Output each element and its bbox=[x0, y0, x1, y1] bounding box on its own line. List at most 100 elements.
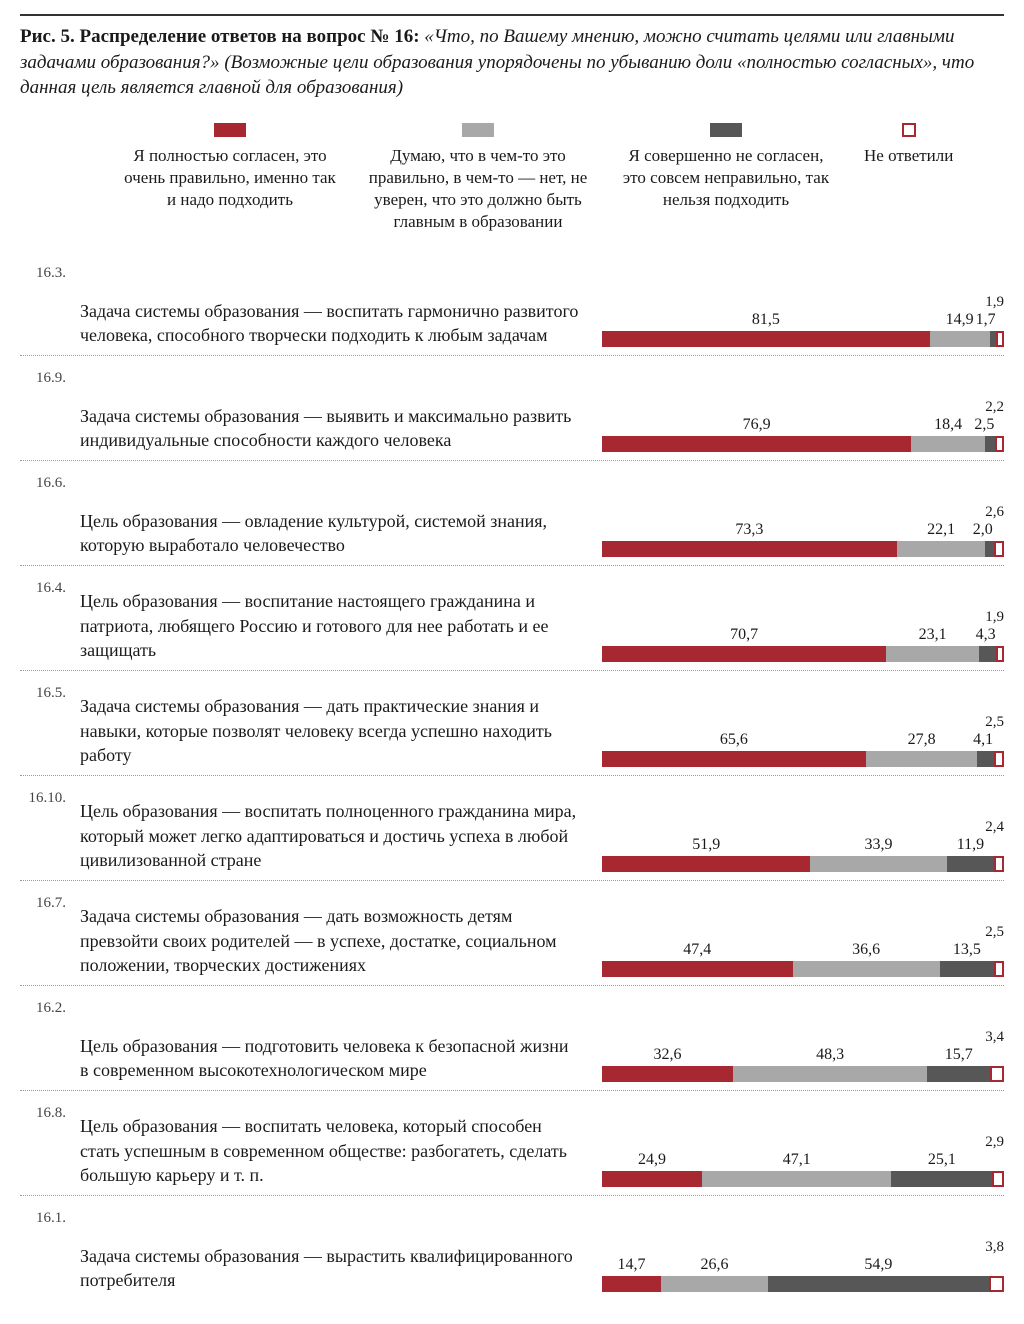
bar-segment-agree bbox=[602, 856, 810, 872]
bar-values: 73,3 22,1 2,0 bbox=[602, 521, 1004, 541]
value-partial: 14,9 bbox=[946, 311, 974, 329]
value-agree: 14,7 bbox=[618, 1256, 646, 1274]
bar-segment-agree bbox=[602, 961, 793, 977]
value-disagree: 2,5 bbox=[974, 416, 994, 434]
bar-values: 81,5 14,9 1,7 bbox=[602, 311, 1004, 331]
chart-row: 16.6. Цель образования — овладение культ… bbox=[20, 460, 1004, 565]
bar-wrapper: 2,5 65,6 27,8 4,1 bbox=[602, 711, 1004, 767]
stacked-bar bbox=[602, 1066, 1004, 1082]
chart-row: 16.5. Задача системы образования — дать … bbox=[20, 670, 1004, 775]
row-label: Задача системы образования — дать практи… bbox=[80, 694, 588, 767]
value-partial: 47,1 bbox=[783, 1151, 811, 1169]
value-agree: 47,4 bbox=[683, 941, 711, 959]
row-index: 16.9. bbox=[20, 366, 66, 387]
bar-values: 47,4 36,6 13,5 bbox=[602, 941, 1004, 961]
value-agree: 65,6 bbox=[720, 731, 748, 749]
bar-wrapper: 2,9 24,9 47,1 25,1 bbox=[602, 1131, 1004, 1187]
stacked-bar bbox=[602, 436, 1004, 452]
bar-segment-blank bbox=[996, 646, 1004, 662]
value-blank-line: 2,5 bbox=[602, 921, 1004, 941]
value-partial: 36,6 bbox=[852, 941, 880, 959]
value-blank: 1,9 bbox=[985, 609, 1004, 626]
bar-segment-agree bbox=[602, 541, 897, 557]
bar-segment-agree bbox=[602, 646, 886, 662]
stacked-bar bbox=[602, 646, 1004, 662]
value-blank-line: 2,9 bbox=[602, 1131, 1004, 1151]
row-index: 16.10. bbox=[20, 786, 66, 807]
legend-disagree-label: Я совершенно не согласен, это совсем неп… bbox=[616, 145, 836, 211]
bar-wrapper: 1,9 70,7 23,1 4,3 bbox=[602, 606, 1004, 662]
value-agree: 70,7 bbox=[730, 626, 758, 644]
bar-segment-blank bbox=[994, 541, 1004, 557]
bar-segment-blank bbox=[994, 961, 1004, 977]
value-disagree: 4,1 bbox=[973, 731, 993, 749]
bar-segment-partial bbox=[733, 1066, 927, 1082]
stacked-bar bbox=[602, 1171, 1004, 1187]
row-index: 16.4. bbox=[20, 576, 66, 597]
bar-segment-disagree bbox=[891, 1171, 992, 1187]
bar-values: 76,9 18,4 2,5 bbox=[602, 416, 1004, 436]
chart-row: 16.9. Задача системы образования — выяви… bbox=[20, 355, 1004, 460]
value-blank: 1,9 bbox=[985, 294, 1004, 311]
figure-5: Рис. 5. Распределение ответов на вопрос … bbox=[0, 0, 1024, 1324]
value-blank-line: 2,4 bbox=[602, 816, 1004, 836]
value-agree: 73,3 bbox=[735, 521, 763, 539]
bar-segment-partial bbox=[702, 1171, 891, 1187]
value-blank: 2,9 bbox=[985, 1134, 1004, 1151]
row-label: Цель образования — овладение культурой, … bbox=[80, 509, 588, 558]
bar-values: 70,7 23,1 4,3 bbox=[602, 626, 1004, 646]
bar-values: 32,6 48,3 15,7 bbox=[602, 1046, 1004, 1066]
bar-segment-blank bbox=[989, 1276, 1004, 1292]
value-disagree: 1,7 bbox=[976, 311, 996, 329]
legend-partial: Думаю, что в чем-то это правильно, в чем… bbox=[368, 123, 588, 233]
legend-partial-label: Думаю, что в чем-то это правильно, в чем… bbox=[368, 145, 588, 233]
chart-row: 16.10. Цель образования — воспитать полн… bbox=[20, 775, 1004, 880]
row-label: Задача системы образования — воспитать г… bbox=[80, 299, 588, 348]
row-label: Цель образования — воспитать человека, к… bbox=[80, 1114, 588, 1187]
legend-blank-label: Не ответили bbox=[864, 145, 953, 167]
value-blank: 2,2 bbox=[985, 399, 1004, 416]
value-disagree: 25,1 bbox=[928, 1151, 956, 1169]
row-index: 16.2. bbox=[20, 996, 66, 1017]
bar-segment-partial bbox=[930, 331, 990, 347]
chart-row: 16.8. Цель образования — воспитать челов… bbox=[20, 1090, 1004, 1195]
value-blank-line: 2,6 bbox=[602, 501, 1004, 521]
chart-row: 16.3. Задача системы образования — воспи… bbox=[20, 251, 1004, 355]
value-agree: 81,5 bbox=[752, 311, 780, 329]
swatch-agree bbox=[214, 123, 246, 137]
row-label: Цель образования — воспитать полноценног… bbox=[80, 799, 588, 872]
swatch-blank bbox=[902, 123, 916, 137]
value-partial: 33,9 bbox=[865, 836, 893, 854]
value-blank-line: 2,2 bbox=[602, 396, 1004, 416]
row-index: 16.1. bbox=[20, 1206, 66, 1227]
value-disagree: 13,5 bbox=[953, 941, 981, 959]
value-blank: 2,5 bbox=[985, 714, 1004, 731]
bar-segment-partial bbox=[897, 541, 986, 557]
value-disagree: 15,7 bbox=[945, 1046, 973, 1064]
row-label: Задача системы образования — дать возмож… bbox=[80, 904, 588, 977]
bar-segment-agree bbox=[602, 1066, 733, 1082]
value-partial: 26,6 bbox=[701, 1256, 729, 1274]
bar-wrapper: 2,5 47,4 36,6 13,5 bbox=[602, 921, 1004, 977]
bar-wrapper: 2,4 51,9 33,9 11,9 bbox=[602, 816, 1004, 872]
value-blank-line: 1,9 bbox=[602, 291, 1004, 311]
legend: Я полностью согласен, это очень правильн… bbox=[120, 123, 1004, 233]
row-index: 16.6. bbox=[20, 471, 66, 492]
bar-segment-blank bbox=[996, 331, 1004, 347]
figure-title: Рис. 5. Распределение ответов на вопрос … bbox=[20, 14, 1004, 101]
bar-segment-disagree bbox=[985, 541, 993, 557]
stacked-bar bbox=[602, 1276, 1004, 1292]
value-agree: 76,9 bbox=[743, 416, 771, 434]
value-blank: 3,8 bbox=[985, 1239, 1004, 1256]
value-partial: 23,1 bbox=[919, 626, 947, 644]
bar-segment-disagree bbox=[940, 961, 994, 977]
bar-segment-disagree bbox=[927, 1066, 990, 1082]
bar-segment-blank bbox=[990, 1066, 1004, 1082]
row-index: 16.3. bbox=[20, 261, 66, 282]
bar-segment-disagree bbox=[979, 646, 996, 662]
value-disagree: 2,0 bbox=[973, 521, 993, 539]
value-disagree: 54,9 bbox=[864, 1256, 892, 1274]
bar-segment-partial bbox=[911, 436, 985, 452]
bar-values: 51,9 33,9 11,9 bbox=[602, 836, 1004, 856]
legend-disagree: Я совершенно не согласен, это совсем неп… bbox=[616, 123, 836, 211]
